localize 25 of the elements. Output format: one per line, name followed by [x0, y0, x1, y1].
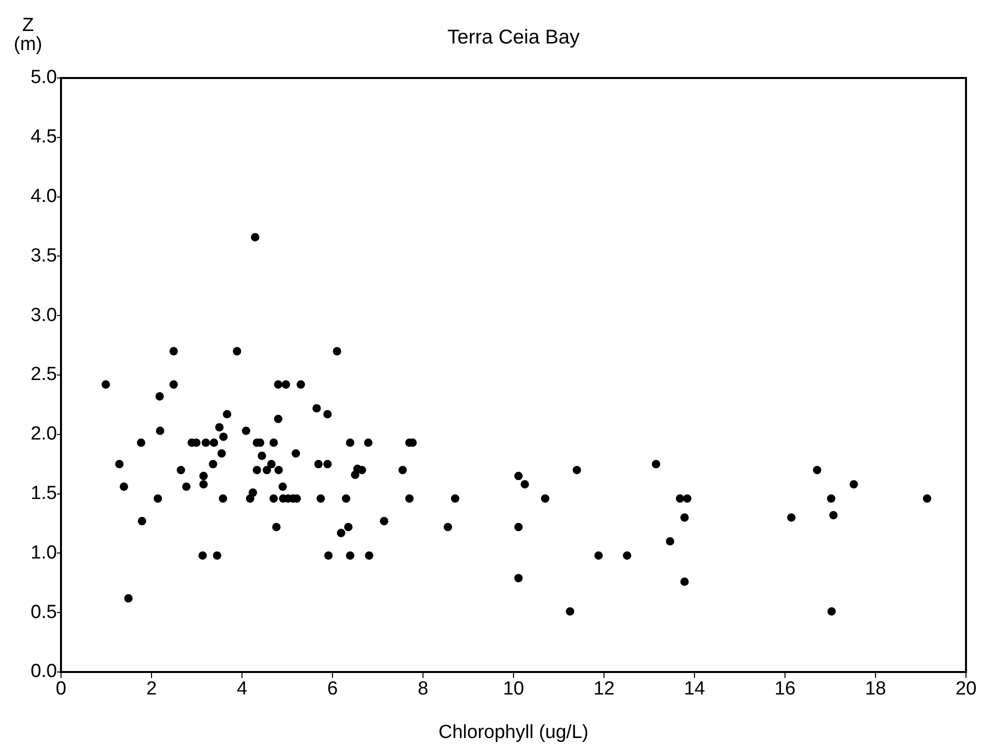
- y-tick-label: 0.5: [30, 602, 57, 623]
- x-tick-label: 12: [593, 678, 615, 700]
- x-tick-label: 18: [864, 678, 886, 700]
- y-tick-label: 5.0: [30, 67, 57, 88]
- x-axis-title: Chlorophyll (ug/L): [438, 722, 588, 743]
- x-tick-label: 20: [955, 678, 977, 700]
- y-tick-label: 2.5: [30, 364, 57, 386]
- y-tick-label: 0.0: [30, 661, 57, 682]
- y-tick-label: 3.5: [30, 245, 57, 266]
- y-axis-title: Z (m): [14, 15, 42, 56]
- chart-title: Terra Ceia Bay: [447, 26, 580, 49]
- x-tick-label: 6: [327, 678, 338, 700]
- y-tick-label: 4.5: [30, 126, 57, 148]
- x-tick-label: 16: [774, 678, 796, 700]
- x-tick-label: 8: [418, 678, 428, 700]
- x-tick-label: 10: [502, 678, 524, 700]
- y-tick-label: 3.0: [30, 304, 57, 326]
- x-tick-label: 2: [146, 678, 157, 700]
- y-tick-label: 1.5: [30, 483, 57, 504]
- x-tick-label: 14: [684, 678, 706, 700]
- x-tick-label: 0: [56, 678, 66, 700]
- y-tick-label: 2.0: [30, 424, 57, 445]
- y-tick-label: 4.0: [30, 186, 57, 208]
- x-tick-label: 4: [236, 678, 248, 700]
- y-tick-label: 1.0: [30, 542, 57, 564]
